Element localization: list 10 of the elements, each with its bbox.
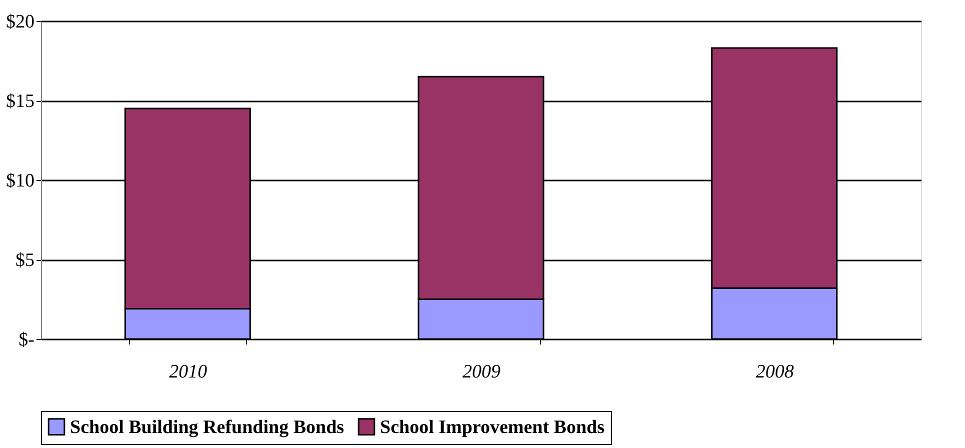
y-tick-label: $- xyxy=(18,330,34,350)
x-tick-label: 2008 xyxy=(756,362,794,382)
y-tick-label: $20 xyxy=(6,12,34,32)
y-tick-label: $5 xyxy=(16,250,34,271)
y-tick-label: $15 xyxy=(6,91,34,112)
legend-label: School Building Refunding Bonds xyxy=(70,416,344,438)
x-tick-label: 2010 xyxy=(169,362,208,382)
legend-label: School Improvement Bonds xyxy=(380,416,605,438)
y-tick-label: $10 xyxy=(6,170,34,192)
x-tick-label: 2009 xyxy=(462,362,501,382)
